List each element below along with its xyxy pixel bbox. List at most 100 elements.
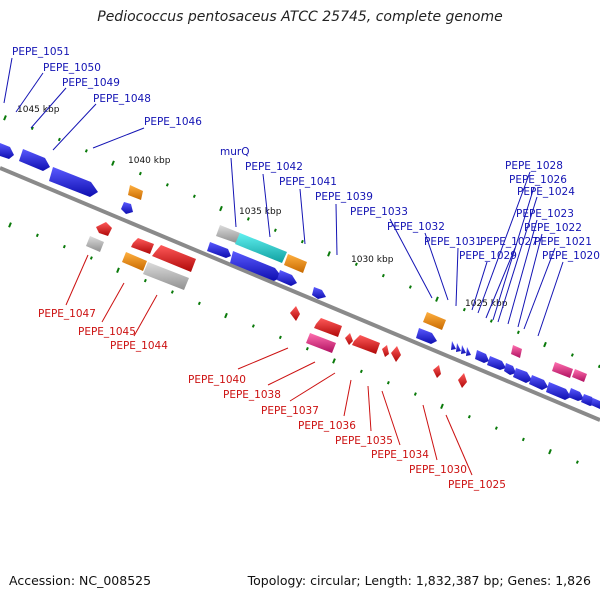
gene-arrow[interactable]	[277, 270, 297, 286]
gene-label[interactable]: PEPE_1034	[371, 449, 429, 461]
gene-label[interactable]: PEPE_1038	[223, 389, 281, 401]
gene-arrow[interactable]	[312, 287, 326, 299]
gene-label[interactable]: PEPE_1036	[298, 420, 356, 432]
gene-label[interactable]: PEPE_1022	[524, 222, 582, 234]
gene-arrow[interactable]	[382, 345, 389, 357]
tick-mark	[30, 126, 34, 130]
tick-mark	[224, 312, 228, 319]
gene-arrow[interactable]	[152, 245, 196, 272]
gene-arrow[interactable]	[466, 347, 471, 356]
gene-arrow[interactable]	[121, 202, 133, 214]
gene-arrow[interactable]	[345, 333, 353, 345]
gene-label[interactable]: PEPE_1033	[350, 206, 408, 218]
gene-box[interactable]	[552, 362, 573, 378]
gene-label[interactable]: PEPE_1021	[534, 236, 592, 248]
gene-arrow[interactable]	[456, 343, 461, 352]
gene-box[interactable]	[128, 185, 143, 200]
gene-label[interactable]: PEPE_1028	[505, 160, 563, 172]
gene-arrow[interactable]	[207, 242, 231, 258]
gene-label[interactable]: PEPE_1025	[448, 479, 506, 491]
map-title: Pediococcus pentosaceus ATCC 25745, comp…	[97, 9, 503, 25]
gene-label[interactable]: PEPE_1023	[516, 208, 574, 220]
gene-arrow[interactable]	[513, 368, 532, 383]
gene-box[interactable]	[143, 262, 189, 290]
reverse-labels: PEPE_1047 PEPE_1045 PEPE_1044 PEPE_1040 …	[38, 308, 506, 491]
tick-mark	[597, 364, 600, 369]
gene-arrow[interactable]	[433, 365, 441, 378]
tick-mark	[84, 149, 88, 153]
tick-mark	[219, 205, 223, 212]
gene-arrow[interactable]	[504, 363, 516, 375]
gene-arrow[interactable]	[314, 318, 342, 337]
tick-mark	[3, 115, 7, 121]
gene-label[interactable]: PEPE_1024	[517, 186, 575, 198]
gene-box[interactable]	[423, 312, 446, 330]
gene-arrow[interactable]	[568, 388, 584, 401]
gene-label[interactable]: PEPE_1029	[459, 250, 517, 262]
gene-arrow[interactable]	[49, 167, 98, 197]
tick-mark	[408, 285, 412, 289]
tick-mark	[89, 256, 93, 260]
tick-mark	[165, 183, 169, 187]
gene-label[interactable]: PEPE_1045	[78, 326, 136, 338]
gene-arrow[interactable]	[416, 328, 437, 344]
gene-label[interactable]: PEPE_1049	[62, 77, 120, 89]
gene-arrow[interactable]	[19, 149, 50, 171]
gene-arrow[interactable]	[591, 398, 600, 409]
gene-label[interactable]: PEPE_1035	[335, 435, 393, 447]
tick-mark	[543, 341, 547, 348]
gene-label[interactable]: PEPE_1032	[387, 221, 445, 233]
tick-mark	[575, 460, 579, 464]
tick-mark	[570, 353, 574, 357]
gene-box[interactable]	[572, 369, 587, 382]
gene-label[interactable]: PEPE_1040	[188, 374, 246, 386]
gene-box[interactable]	[284, 254, 307, 273]
gene-arrow[interactable]	[391, 346, 401, 362]
tick-mark	[521, 437, 525, 442]
gene-arrow[interactable]	[529, 375, 548, 390]
gene-arrow[interactable]	[451, 341, 456, 350]
gene-arrow[interactable]	[230, 251, 282, 281]
gene-box[interactable]	[306, 333, 336, 353]
tick-mark	[251, 324, 255, 328]
gene-label[interactable]: PEPE_1044	[110, 340, 168, 352]
gene-box[interactable]	[122, 252, 147, 271]
gene-label[interactable]: PEPE_1046	[144, 116, 202, 128]
gene-label[interactable]: PEPE_1048	[93, 93, 151, 105]
gene-arrow[interactable]	[487, 356, 506, 370]
gene-label[interactable]: murQ	[220, 146, 249, 158]
gene-label[interactable]: PEPE_1051	[12, 46, 70, 58]
tick-mark	[381, 273, 385, 278]
gene-arrow[interactable]	[475, 350, 489, 363]
gene-arrow[interactable]	[96, 222, 112, 236]
genome-summary-text: Topology: circular; Length: 1,832,387 bp…	[247, 573, 591, 588]
tick-mark	[143, 278, 147, 283]
gene-box[interactable]	[86, 236, 104, 252]
genome-backbone	[0, 166, 600, 422]
gene-label[interactable]: PEPE_1027	[480, 236, 538, 248]
gene-box[interactable]	[216, 225, 240, 243]
gene-label[interactable]: PEPE_1047	[38, 308, 96, 320]
gene-label[interactable]: PEPE_1050	[43, 62, 101, 74]
tick-mark	[116, 267, 120, 273]
gene-arrow[interactable]	[0, 143, 14, 159]
gene-arrow[interactable]	[461, 345, 466, 354]
forward-labels: PEPE_1051 PEPE_1050 PEPE_1049 PEPE_1048 …	[12, 46, 600, 262]
gene-label[interactable]: PEPE_1039	[315, 191, 373, 203]
gene-arrow[interactable]	[458, 373, 467, 388]
gene-label[interactable]: PEPE_1030	[409, 464, 467, 476]
gene-arrow[interactable]	[290, 306, 300, 321]
gene-label[interactable]: PEPE_1031	[424, 236, 482, 248]
accession-text: Accession: NC_008525	[9, 573, 152, 588]
gene-label[interactable]: PEPE_1026	[509, 174, 567, 186]
gene-box[interactable]	[235, 233, 287, 263]
gene-label[interactable]: PEPE_1041	[279, 176, 337, 188]
gene-label[interactable]: PEPE_1042	[245, 161, 303, 173]
gene-box[interactable]	[511, 345, 522, 358]
gene-arrow[interactable]	[131, 238, 154, 254]
gene-label[interactable]: PEPE_1037	[261, 405, 319, 417]
gene-arrow[interactable]	[546, 382, 571, 400]
gene-label[interactable]: PEPE_1020	[542, 250, 600, 262]
gene-arrow[interactable]	[352, 335, 380, 354]
